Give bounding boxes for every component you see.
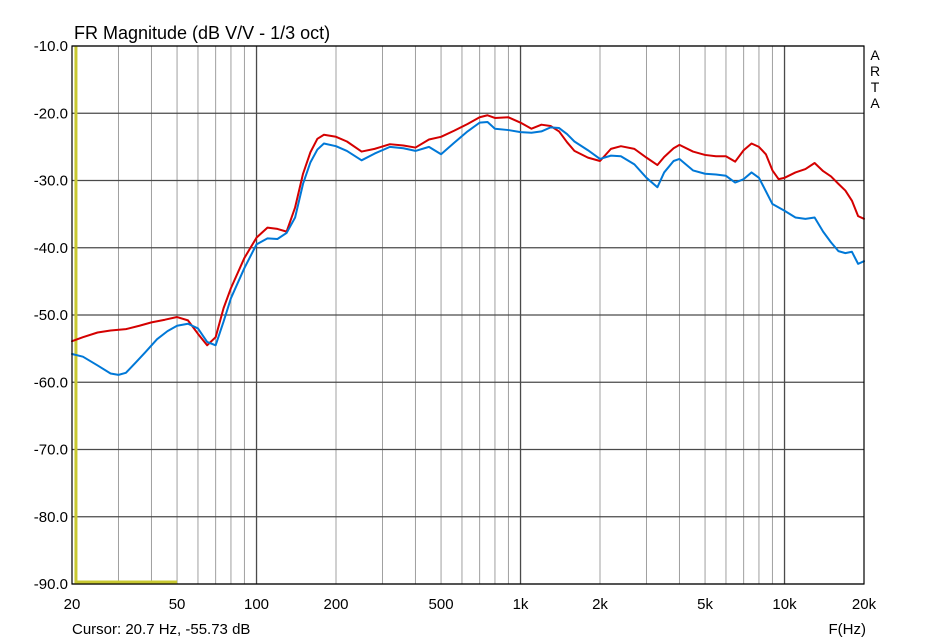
y-tick-label: -20.0: [34, 105, 68, 122]
y-tick-label: -70.0: [34, 442, 68, 459]
y-tick-label: -10.0: [34, 38, 68, 55]
y-tick-labels: -10.0 -20.0 -30.0 -40.0 -50.0 -60.0 -70.0 -80.0…: [34, 38, 68, 593]
x-tick-labels: 20 50 100 200 500 1k 2k 5k 10k 20k: [64, 596, 877, 613]
cursor-markers: [74, 46, 178, 584]
brand-letter: A: [870, 95, 880, 111]
y-tick-label: -80.0: [34, 509, 68, 526]
x-tick-label: 100: [244, 596, 269, 613]
y-tick-label: -60.0: [34, 374, 68, 391]
x-tick-label: 200: [323, 596, 348, 613]
brand-letter: A: [870, 47, 880, 63]
series-lines: [71, 114, 865, 376]
brand-letter: R: [870, 63, 880, 79]
y-tick-label: -40.0: [34, 240, 68, 257]
plot-frame: [71, 45, 865, 585]
x-axis-label: F(Hz): [829, 621, 867, 638]
x-tick-label: 500: [429, 596, 454, 613]
x-tick-label: 20k: [852, 596, 877, 613]
series-line-2: [71, 120, 865, 376]
brand-letter: T: [871, 79, 880, 95]
chart-title: FR Magnitude (dB V/V - 1/3 oct): [74, 23, 330, 43]
cursor-readout: Cursor: 20.7 Hz, -55.73 dB: [72, 621, 250, 638]
arta-brand: ARTAARTA: [870, 47, 880, 111]
x-tick-label: 2k: [592, 596, 608, 613]
y-tick-label: -90.0: [34, 576, 68, 593]
y-tick-label: -50.0: [34, 307, 68, 324]
x-tick-label: 10k: [772, 596, 797, 613]
y-tick-label: -30.0: [34, 173, 68, 190]
x-tick-label: 5k: [697, 596, 713, 613]
x-tick-label: 1k: [513, 596, 529, 613]
x-tick-label: 20: [64, 596, 81, 613]
series-line-1: [71, 114, 865, 347]
x-tick-label: 50: [169, 596, 186, 613]
